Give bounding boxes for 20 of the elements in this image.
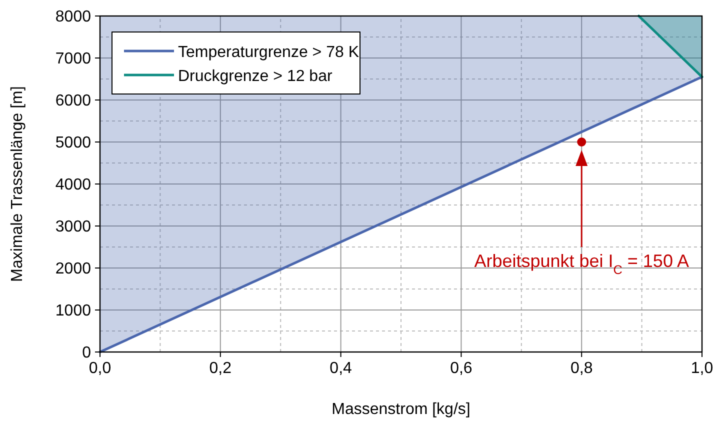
legend-label: Druckgrenze > 12 bar [178, 68, 333, 85]
x-tick-label: 1,0 [690, 360, 714, 377]
y-tick-label: 6000 [55, 92, 92, 110]
x-tick-label: 0,2 [209, 360, 232, 377]
y-tick-label: 3000 [55, 218, 92, 236]
y-tick-label: 1000 [55, 302, 92, 320]
annotation: Arbeitspunkt bei I$_{C}$ = 150 A [474, 251, 689, 277]
x-tick-label: 0,8 [570, 360, 593, 377]
x-tick-label: 0,4 [330, 360, 352, 377]
x-tick-label: 0,6 [450, 360, 472, 377]
y-tick-label: 5000 [55, 134, 92, 152]
y-tick-label: 0 [82, 344, 92, 362]
y-tick-label: 4000 [55, 176, 92, 194]
y-tick-label: 7000 [55, 50, 92, 68]
x-axis-title: Massenstrom [kg/s] [332, 401, 470, 418]
x-tick-label: 0,0 [88, 360, 112, 377]
y-axis-title: Maximale Trassenlänge [m] [9, 86, 26, 282]
y-tick-label: 2000 [55, 260, 92, 278]
legend-label: Temperaturgrenze > 78 K [178, 44, 360, 61]
y-tick-label: 8000 [55, 8, 92, 26]
